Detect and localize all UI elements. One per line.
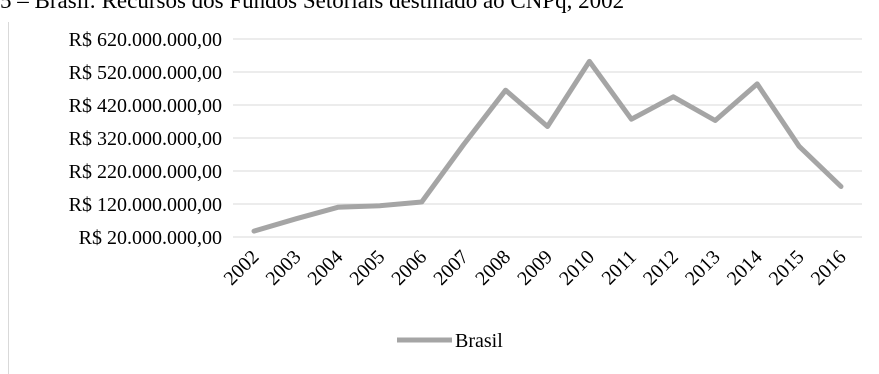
chart-title: 5 – Brasil: Recursos dos Fundos Setoriai…: [0, 0, 625, 13]
series-line-brasil: [251, 58, 844, 234]
x-tick-label: 2011: [598, 246, 641, 289]
y-axis-tick-labels: R$ 20.000.000,00 R$ 120.000.000,00 R$ 220.…: [69, 29, 222, 249]
y-tick-label: R$ 320.000.000,00: [69, 128, 222, 150]
x-tick-label: 2014: [723, 246, 767, 290]
x-tick-label: 2016: [807, 246, 851, 290]
x-tick-label: 2009: [513, 246, 557, 290]
y-tick-label: R$ 520.000.000,00: [69, 62, 222, 84]
x-tick-label: 2007: [429, 246, 473, 290]
x-tick-label: 2002: [220, 246, 264, 290]
x-tick-label: 2015: [765, 246, 809, 290]
y-tick-label: R$ 220.000.000,00: [69, 161, 222, 183]
x-tick-label: 2012: [639, 246, 683, 290]
x-tick-label: 2008: [471, 246, 515, 290]
gridlines: [233, 38, 862, 238]
y-tick-label: R$ 420.000.000,00: [69, 95, 222, 117]
series-lines: [251, 58, 844, 234]
x-axis-tick-labels: 2002200320042005200620072008200920102011…: [220, 246, 851, 290]
legend-label-brasil: Brasil: [455, 330, 503, 352]
y-tick-label: R$ 620.000.000,00: [69, 29, 222, 51]
x-tick-label: 2013: [681, 246, 725, 290]
legend: Brasil: [397, 330, 503, 352]
x-tick-label: 2010: [555, 246, 599, 290]
chart-frame-border: [8, 22, 9, 374]
x-tick-label: 2005: [345, 246, 389, 290]
x-tick-label: 2003: [262, 246, 306, 290]
y-tick-label: R$ 20.000.000,00: [79, 227, 222, 249]
y-tick-label: R$ 120.000.000,00: [69, 194, 222, 216]
x-tick-label: 2004: [304, 246, 348, 290]
x-tick-label: 2006: [387, 246, 431, 290]
